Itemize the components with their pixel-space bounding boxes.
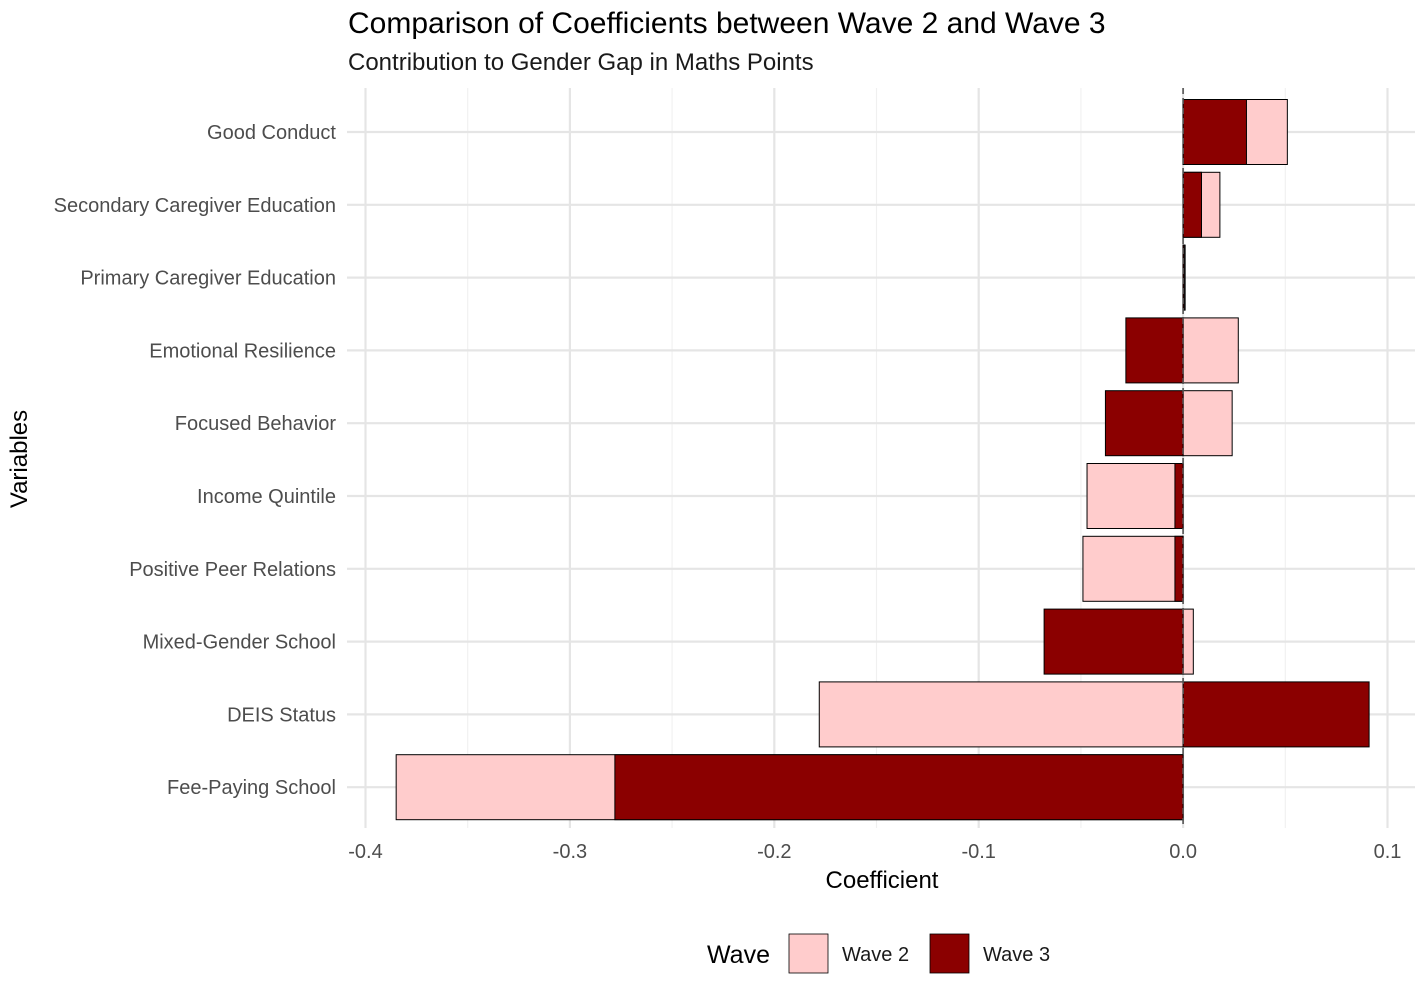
y-tick-labels: Good Conduct Secondary Caregiver Educatio… [54, 122, 337, 799]
bar-wave-3-income-quintile [1174, 463, 1184, 529]
x-tick-label: 0.0 [1169, 841, 1197, 863]
y-tick-label: Primary Caregiver Education [80, 268, 336, 290]
bar-wave-3-good-conduct [1182, 99, 1247, 165]
y-tick-label: Fee-Paying School [167, 777, 336, 799]
x-tick-labels: -0.4 -0.3 -0.2 -0.1 0.0 0.1 [348, 841, 1401, 863]
y-tick-label: Good Conduct [207, 122, 336, 144]
x-tick-label: -0.1 [961, 841, 995, 863]
bar-wave-2-emotional-resilience [1182, 317, 1239, 384]
grid [347, 88, 1415, 828]
x-axis-title: Coefficient [826, 867, 939, 894]
legend-label-wave-3: Wave 3 [983, 944, 1050, 966]
bar-wave-2-deis-status [818, 681, 1184, 748]
x-tick-label: 0.1 [1374, 841, 1402, 863]
bar-wave-3-secondary-caregiver-education [1182, 171, 1202, 238]
legend: Wave Wave 2 Wave 3 [707, 933, 1050, 974]
bar-wave-3-focused-behavior [1104, 390, 1184, 457]
y-axis-title: Variables [6, 410, 33, 508]
bars [395, 99, 1370, 821]
y-tick-label: Secondary Caregiver Education [54, 195, 336, 217]
bar-wave-3-positive-peer-relations [1174, 535, 1184, 602]
y-tick-label: Income Quintile [197, 486, 336, 508]
bar-wave-3-mixed-gender-school [1043, 608, 1184, 675]
legend-title: Wave [707, 941, 770, 969]
bar-wave-3-deis-status [1182, 681, 1370, 748]
bar-wave-2-focused-behavior [1182, 390, 1233, 457]
bar-wave-2-positive-peer-relations [1082, 535, 1184, 602]
y-tick-label: Mixed-Gender School [143, 632, 336, 654]
bar-wave-2-income-quintile [1086, 463, 1184, 529]
bar-wave-3-emotional-resilience [1125, 317, 1184, 384]
x-tick-label: -0.4 [348, 841, 382, 863]
x-tick-label: -0.2 [757, 841, 791, 863]
legend-label-wave-2: Wave 2 [842, 944, 909, 966]
bar-wave-2-mixed-gender-school [1182, 608, 1194, 675]
y-tick-label: Positive Peer Relations [129, 559, 336, 581]
y-tick-label: Emotional Resilience [149, 340, 336, 362]
y-tick-label: DEIS Status [227, 704, 336, 726]
chart-title: Comparison of Coefficients between Wave … [348, 7, 1106, 40]
x-tick-label: -0.3 [553, 841, 587, 863]
y-tick-label: Focused Behavior [175, 413, 337, 435]
chart-subtitle: Contribution to Gender Gap in Maths Poin… [348, 49, 814, 76]
legend-key-wave-2 [788, 933, 829, 974]
bar-wave-3-fee-paying-school [614, 754, 1184, 821]
legend-key-wave-3 [929, 933, 970, 974]
